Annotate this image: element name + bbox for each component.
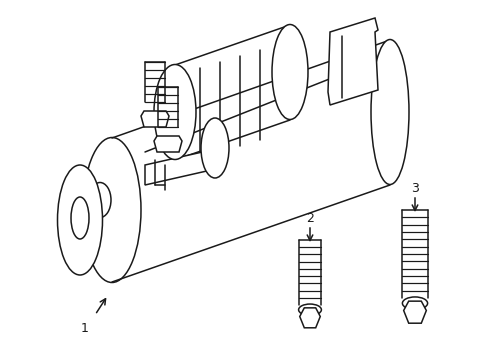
Text: 2: 2 (305, 212, 313, 225)
Text: 3: 3 (410, 181, 418, 194)
Polygon shape (299, 308, 320, 328)
Polygon shape (154, 136, 182, 152)
Ellipse shape (201, 118, 228, 178)
Ellipse shape (58, 165, 102, 275)
Polygon shape (327, 18, 377, 105)
Ellipse shape (370, 40, 408, 185)
Ellipse shape (402, 297, 427, 310)
Ellipse shape (71, 197, 89, 239)
Polygon shape (145, 148, 220, 185)
Ellipse shape (271, 24, 307, 120)
Ellipse shape (89, 183, 111, 217)
Polygon shape (403, 301, 426, 323)
Ellipse shape (298, 304, 321, 315)
Polygon shape (141, 111, 169, 127)
Ellipse shape (154, 64, 196, 159)
Ellipse shape (83, 138, 141, 283)
Text: 1: 1 (81, 321, 89, 334)
